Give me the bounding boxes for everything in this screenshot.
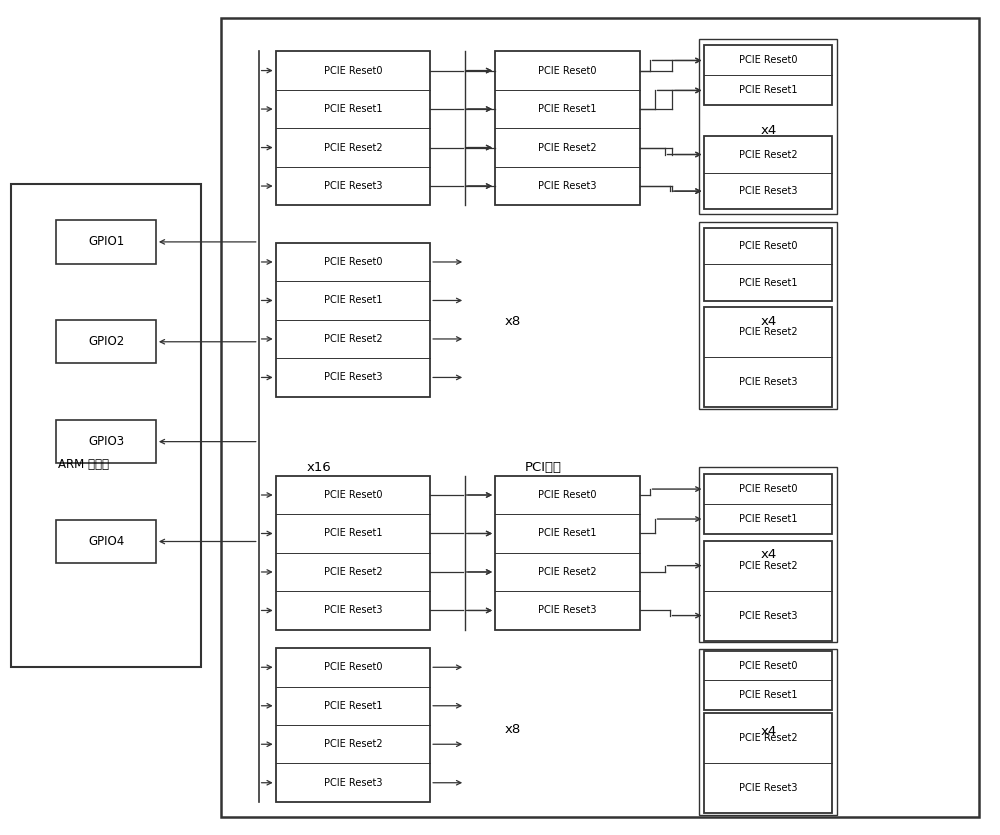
Bar (11, 185, 201, 667)
Text: x8: x8 (505, 316, 521, 328)
Text: PCIE Reset0: PCIE Reset0 (739, 55, 798, 65)
Bar (56, 520, 156, 563)
Text: x16: x16 (306, 461, 331, 474)
Text: PCIE Reset1: PCIE Reset1 (324, 104, 382, 114)
Bar (704, 45, 832, 105)
Text: PCIE Reset1: PCIE Reset1 (324, 296, 382, 306)
Text: PCIE Reset1: PCIE Reset1 (739, 278, 798, 288)
Bar (704, 228, 832, 301)
Text: PCIE Reset3: PCIE Reset3 (324, 181, 382, 191)
Bar (276, 476, 430, 630)
Bar (704, 650, 832, 711)
Text: PCIE Reset2: PCIE Reset2 (538, 567, 597, 577)
Bar (495, 51, 640, 205)
Text: x4: x4 (760, 725, 776, 738)
Text: x4: x4 (760, 316, 776, 328)
Bar (699, 468, 837, 642)
Text: PCIE Reset1: PCIE Reset1 (324, 701, 382, 711)
Text: PCIE Reset3: PCIE Reset3 (739, 186, 798, 196)
Text: PCIE Reset0: PCIE Reset0 (739, 660, 798, 671)
Bar (495, 476, 640, 630)
Text: PCIE Reset2: PCIE Reset2 (324, 143, 382, 153)
Text: GPIO3: GPIO3 (88, 435, 124, 448)
Text: PCIE Reset2: PCIE Reset2 (324, 567, 382, 577)
Bar (704, 136, 832, 210)
Text: PCIE Reset1: PCIE Reset1 (739, 691, 798, 701)
Text: x8: x8 (505, 723, 521, 736)
Text: GPIO1: GPIO1 (88, 235, 124, 248)
Text: PCIE Reset2: PCIE Reset2 (739, 733, 798, 743)
Text: PCIE Reset2: PCIE Reset2 (324, 739, 382, 749)
Bar (699, 39, 837, 214)
Text: PCIE Reset1: PCIE Reset1 (324, 529, 382, 539)
Text: x4: x4 (760, 549, 776, 561)
Text: ARM 处理器: ARM 处理器 (58, 458, 109, 471)
Text: PCIE Reset0: PCIE Reset0 (324, 257, 382, 267)
Text: PCIE Reset2: PCIE Reset2 (739, 149, 798, 159)
Text: GPIO4: GPIO4 (88, 535, 124, 548)
Text: PCI槽位: PCI槽位 (524, 461, 561, 474)
Text: PCIE Reset3: PCIE Reset3 (538, 181, 597, 191)
Bar (704, 541, 832, 640)
Bar (704, 306, 832, 407)
Text: PCIE Reset0: PCIE Reset0 (538, 490, 597, 500)
Text: PCIE Reset2: PCIE Reset2 (739, 560, 798, 570)
Text: PCIE Reset1: PCIE Reset1 (739, 514, 798, 524)
Bar (276, 243, 430, 397)
Bar (699, 222, 837, 409)
Text: PCIE Reset1: PCIE Reset1 (739, 85, 798, 95)
Text: PCIE Reset3: PCIE Reset3 (324, 372, 382, 382)
Bar (276, 648, 430, 802)
Bar (276, 51, 430, 205)
Text: GPIO2: GPIO2 (88, 336, 124, 348)
Bar (221, 18, 979, 817)
Text: PCIE Reset0: PCIE Reset0 (324, 662, 382, 672)
Text: x4: x4 (760, 124, 776, 137)
Text: PCIE Reset3: PCIE Reset3 (324, 605, 382, 615)
Text: PCIE Reset1: PCIE Reset1 (538, 104, 597, 114)
Bar (699, 649, 837, 815)
Text: PCIE Reset3: PCIE Reset3 (739, 377, 798, 387)
Text: PCIE Reset2: PCIE Reset2 (324, 334, 382, 344)
Text: PCIE Reset0: PCIE Reset0 (739, 241, 798, 251)
Text: PCIE Reset3: PCIE Reset3 (538, 605, 597, 615)
Text: PCIE Reset1: PCIE Reset1 (538, 529, 597, 539)
Bar (704, 474, 832, 534)
Bar (56, 220, 156, 264)
Text: PCIE Reset0: PCIE Reset0 (538, 66, 597, 75)
Text: PCIE Reset3: PCIE Reset3 (324, 777, 382, 787)
Text: PCIE Reset2: PCIE Reset2 (538, 143, 597, 153)
Text: PCIE Reset3: PCIE Reset3 (739, 783, 798, 793)
Text: PCIE Reset0: PCIE Reset0 (739, 484, 798, 494)
Text: PCIE Reset0: PCIE Reset0 (324, 66, 382, 75)
Bar (56, 320, 156, 363)
Bar (56, 420, 156, 463)
Bar (704, 713, 832, 812)
Text: PCIE Reset0: PCIE Reset0 (324, 490, 382, 500)
Text: PCIE Reset3: PCIE Reset3 (739, 610, 798, 620)
Text: PCIE Reset2: PCIE Reset2 (739, 326, 798, 337)
